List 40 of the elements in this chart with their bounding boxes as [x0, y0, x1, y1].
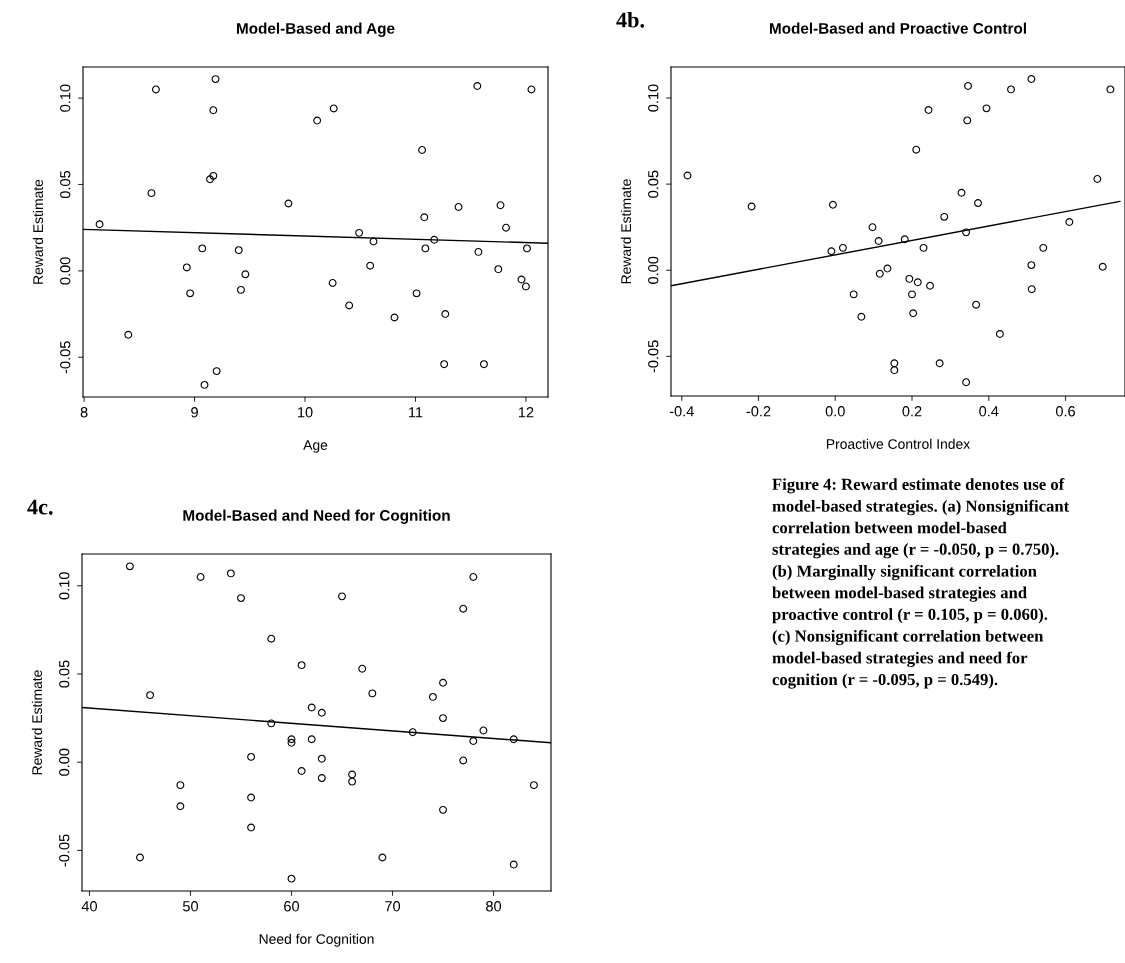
- y-axis-title: Reward Estimate: [620, 179, 632, 284]
- y-tick-label: 0.05: [59, 660, 70, 688]
- text: Figure 4: Reward estimate denotes use of model-based strategies. (a) Nonsignificant correlation between model-based strategies and age (r = -0.050, p = 0.750). (b) Marginally significant correlation between model-based strategies and proactive control (r = 0.105, p = 0.060). (c) Nonsignificant correlation between model-based strategies and need for cognition (r = -0.095, p = 0.549).: [772, 478, 1070, 689]
- x-tick-label: 12: [518, 407, 534, 418]
- x-axis-title: Need for Cognition: [259, 933, 374, 947]
- y-tick-label: 0.00: [60, 257, 71, 285]
- y-axis-title: Reward Estimate: [31, 670, 43, 775]
- x-tick-label: 70: [385, 901, 401, 912]
- x-axis-title: Age: [303, 440, 328, 453]
- x-tick-label: 0.4: [979, 406, 999, 417]
- x-tick-label: 9: [191, 407, 198, 418]
- y-tick-label: 0.10: [60, 84, 71, 112]
- x-tick-label: 0.6: [1055, 406, 1076, 417]
- y-tick-label: 0.05: [648, 170, 659, 198]
- x-tick-label: 8: [80, 407, 88, 418]
- y-tick-label: -0.05: [60, 341, 71, 374]
- x-tick-label: 60: [284, 901, 300, 912]
- x-tick-label: 80: [486, 901, 502, 912]
- y-tick-label: -0.05: [648, 340, 659, 373]
- x-tick-label: 11: [409, 407, 423, 418]
- y-axis-title: Reward Estimate: [32, 179, 44, 284]
- y-tick-label: 0.00: [59, 748, 70, 776]
- y-tick-label: 0.10: [648, 84, 659, 112]
- x-tick-label: 0.2: [902, 406, 922, 417]
- x-tick-label: -0.4: [669, 406, 694, 417]
- y-tick-label: 0.00: [648, 256, 659, 284]
- chart-title: Model-Based and Proactive Control: [770, 22, 1026, 34]
- text: 4c.: [27, 499, 53, 515]
- x-tick-label: 0.0: [825, 406, 845, 417]
- x-axis-title: Proactive Control Index: [826, 438, 971, 449]
- x-tick-label: 40: [81, 901, 98, 912]
- chart-title: Model-Based and Need for Cognition: [183, 509, 450, 524]
- y-tick-label: 0.10: [59, 572, 70, 600]
- y-tick-label: -0.05: [59, 834, 70, 867]
- x-tick-label: -0.2: [746, 406, 771, 417]
- x-tick-label: 10: [298, 407, 313, 418]
- x-tick-label: 50: [182, 901, 199, 912]
- text: 4b.: [616, 11, 645, 28]
- y-tick-label: 0.05: [60, 170, 71, 199]
- chart-title: Model-Based and Age: [237, 22, 395, 37]
